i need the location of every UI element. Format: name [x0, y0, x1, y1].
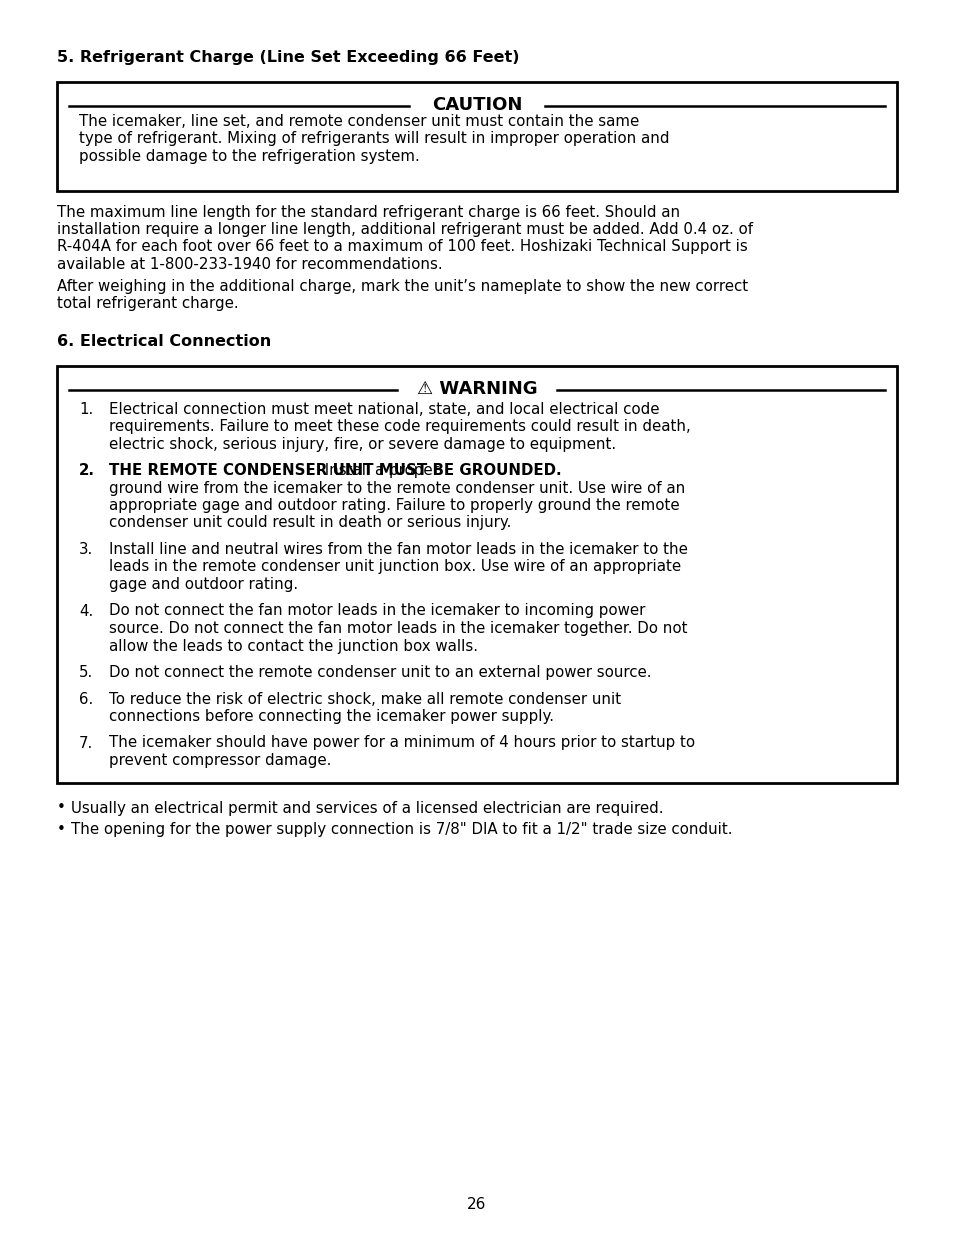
Text: prevent compressor damage.: prevent compressor damage. [109, 753, 331, 768]
Text: 4.: 4. [79, 604, 93, 619]
Text: 5. Refrigerant Charge (Line Set Exceeding 66 Feet): 5. Refrigerant Charge (Line Set Exceedin… [57, 49, 519, 65]
Text: 6.: 6. [79, 692, 93, 706]
Text: source. Do not connect the fan motor leads in the icemaker together. Do not: source. Do not connect the fan motor lea… [109, 621, 687, 636]
Text: 5.: 5. [79, 664, 93, 680]
Text: Do not connect the remote condenser unit to an external power source.: Do not connect the remote condenser unit… [109, 664, 651, 680]
Bar [57, 82, 896, 190]
Text: The maximum line length for the standard refrigerant charge is 66 feet. Should a: The maximum line length for the standard… [57, 205, 679, 220]
Text: type of refrigerant. Mixing of refrigerants will result in improper operation an: type of refrigerant. Mixing of refrigera… [79, 131, 669, 147]
Text: 3.: 3. [79, 542, 93, 557]
Text: 7.: 7. [79, 736, 93, 751]
Text: Install line and neutral wires from the fan motor leads in the icemaker to the: Install line and neutral wires from the … [109, 542, 687, 557]
Text: ground wire from the icemaker to the remote condenser unit. Use wire of an: ground wire from the icemaker to the rem… [109, 480, 684, 495]
Text: available at 1-800-233-1940 for recommendations.: available at 1-800-233-1940 for recommen… [57, 257, 442, 272]
Text: Install a proper: Install a proper [319, 463, 438, 478]
Text: Usually an electrical permit and services of a licensed electrician are required: Usually an electrical permit and service… [71, 800, 662, 815]
Text: R-404A for each foot over 66 feet to a maximum of 100 feet. Hoshizaki Technical : R-404A for each foot over 66 feet to a m… [57, 240, 747, 254]
Text: After weighing in the additional charge, mark the unit’s nameplate to show the n: After weighing in the additional charge,… [57, 279, 747, 294]
Text: ⚠ WARNING: ⚠ WARNING [416, 379, 537, 398]
Text: CAUTION: CAUTION [432, 96, 521, 114]
Text: possible damage to the refrigeration system.: possible damage to the refrigeration sys… [79, 149, 419, 164]
Text: installation require a longer line length, additional refrigerant must be added.: installation require a longer line lengt… [57, 222, 752, 237]
Text: appropriate gage and outdoor rating. Failure to properly ground the remote: appropriate gage and outdoor rating. Fai… [109, 498, 679, 513]
Text: 26: 26 [467, 1197, 486, 1212]
Text: Electrical connection must meet national, state, and local electrical code: Electrical connection must meet national… [109, 401, 659, 416]
Text: total refrigerant charge.: total refrigerant charge. [57, 296, 238, 311]
Text: connections before connecting the icemaker power supply.: connections before connecting the icemak… [109, 709, 554, 724]
Bar [57, 366, 896, 783]
Text: •: • [57, 823, 66, 837]
Text: gage and outdoor rating.: gage and outdoor rating. [109, 577, 297, 592]
Text: The icemaker, line set, and remote condenser unit must contain the same: The icemaker, line set, and remote conde… [79, 114, 639, 128]
Text: condenser unit could result in death or serious injury.: condenser unit could result in death or … [109, 515, 511, 531]
Text: THE REMOTE CONDENSER UNIT MUST BE GROUNDED.: THE REMOTE CONDENSER UNIT MUST BE GROUND… [109, 463, 561, 478]
Text: The opening for the power supply connection is 7/8" DIA to fit a 1/2" trade size: The opening for the power supply connect… [71, 823, 732, 837]
Text: 6. Electrical Connection: 6. Electrical Connection [57, 333, 271, 348]
Text: 1.: 1. [79, 401, 93, 416]
Text: requirements. Failure to meet these code requirements could result in death,: requirements. Failure to meet these code… [109, 419, 690, 433]
Text: The icemaker should have power for a minimum of 4 hours prior to startup to: The icemaker should have power for a min… [109, 736, 695, 751]
Text: Do not connect the fan motor leads in the icemaker to incoming power: Do not connect the fan motor leads in th… [109, 604, 644, 619]
Text: To reduce the risk of electric shock, make all remote condenser unit: To reduce the risk of electric shock, ma… [109, 692, 620, 706]
Text: allow the leads to contact the junction box walls.: allow the leads to contact the junction … [109, 638, 477, 653]
Text: leads in the remote condenser unit junction box. Use wire of an appropriate: leads in the remote condenser unit junct… [109, 559, 680, 574]
Text: •: • [57, 800, 66, 815]
Text: 2.: 2. [79, 463, 95, 478]
Text: electric shock, serious injury, fire, or severe damage to equipment.: electric shock, serious injury, fire, or… [109, 436, 616, 452]
